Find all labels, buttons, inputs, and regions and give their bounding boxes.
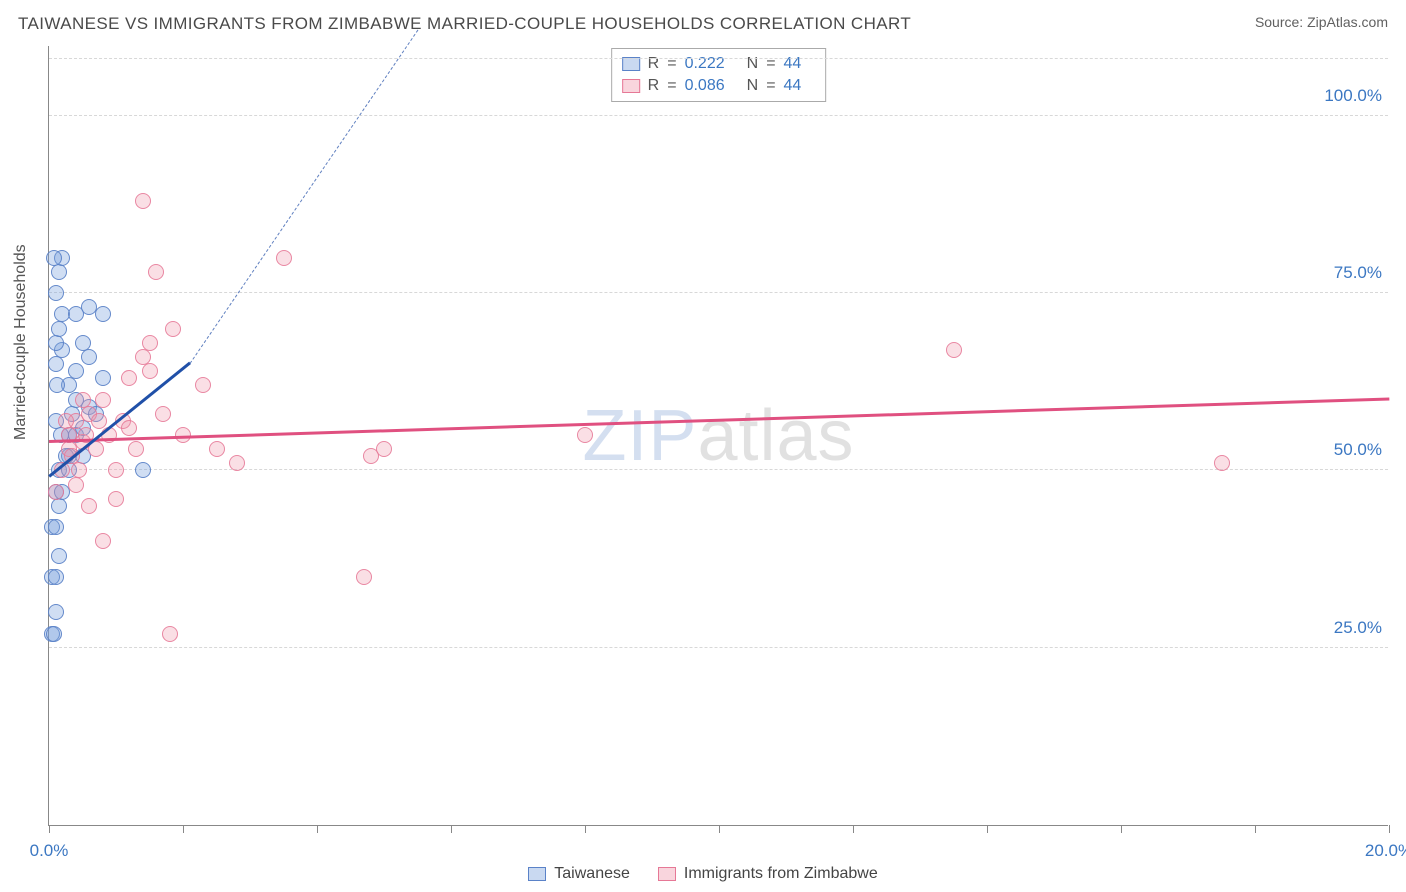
- x-tick: [451, 825, 452, 833]
- data-point: [121, 420, 137, 436]
- data-point: [135, 193, 151, 209]
- data-point: [128, 441, 144, 457]
- legend-row: R=0.222N=44: [622, 53, 816, 75]
- watermark: ZIPatlas: [582, 395, 854, 477]
- data-point: [142, 335, 158, 351]
- data-point: [48, 519, 64, 535]
- legend-swatch: [658, 867, 676, 881]
- data-point: [162, 626, 178, 642]
- x-tick: [719, 825, 720, 833]
- legend-swatch: [528, 867, 546, 881]
- y-tick-label: 75.0%: [1334, 263, 1382, 283]
- data-point: [51, 548, 67, 564]
- data-point: [58, 413, 74, 429]
- legend-label: Taiwanese: [554, 865, 630, 883]
- data-point: [155, 406, 171, 422]
- gridline: [49, 647, 1388, 648]
- data-point: [121, 370, 137, 386]
- y-tick-label: 25.0%: [1334, 618, 1382, 638]
- stat-r-value: 0.086: [685, 77, 725, 95]
- data-point: [81, 498, 97, 514]
- data-point: [108, 491, 124, 507]
- source-label: Source: ZipAtlas.com: [1255, 14, 1388, 30]
- data-point: [48, 604, 64, 620]
- y-tick-label: 50.0%: [1334, 440, 1382, 460]
- data-point: [48, 569, 64, 585]
- correlation-legend: R=0.222N=44R=0.086N=44: [611, 48, 827, 102]
- legend-swatch: [622, 79, 640, 93]
- y-tick-label: 100.0%: [1324, 86, 1382, 106]
- data-point: [51, 321, 67, 337]
- legend-label: Immigrants from Zimbabwe: [684, 865, 878, 883]
- data-point: [48, 335, 64, 351]
- data-point: [68, 363, 84, 379]
- data-point: [108, 462, 124, 478]
- page-title: TAIWANESE VS IMMIGRANTS FROM ZIMBABWE MA…: [18, 14, 911, 34]
- data-point: [229, 455, 245, 471]
- x-tick: [987, 825, 988, 833]
- x-tick: [183, 825, 184, 833]
- data-point: [51, 498, 67, 514]
- data-point: [577, 427, 593, 443]
- legend-item: Immigrants from Zimbabwe: [658, 865, 878, 883]
- data-point: [165, 321, 181, 337]
- gridline: [49, 292, 1388, 293]
- data-point: [68, 477, 84, 493]
- gridline: [49, 115, 1388, 116]
- scatter-chart: ZIPatlas R=0.222N=44R=0.086N=44 25.0%50.…: [48, 46, 1388, 826]
- data-point: [95, 370, 111, 386]
- data-point: [51, 264, 67, 280]
- data-point: [135, 462, 151, 478]
- data-point: [48, 484, 64, 500]
- series-legend: Taiwanese Immigrants from Zimbabwe: [0, 865, 1406, 886]
- data-point: [46, 250, 62, 266]
- data-point: [81, 349, 97, 365]
- trend-line: [49, 397, 1389, 442]
- stat-n-label: N: [747, 77, 759, 95]
- data-point: [75, 392, 91, 408]
- data-point: [95, 533, 111, 549]
- data-point: [71, 462, 87, 478]
- x-tick-label: 20.0%: [1365, 841, 1406, 861]
- legend-row: R=0.086N=44: [622, 75, 816, 97]
- data-point: [49, 377, 65, 393]
- x-tick: [317, 825, 318, 833]
- data-point: [376, 441, 392, 457]
- y-axis-label: Married-couple Households: [12, 244, 30, 440]
- data-point: [946, 342, 962, 358]
- data-point: [276, 250, 292, 266]
- x-tick: [49, 825, 50, 833]
- data-point: [1214, 455, 1230, 471]
- data-point: [46, 626, 62, 642]
- data-point: [356, 569, 372, 585]
- x-tick: [853, 825, 854, 833]
- x-tick-label: 0.0%: [30, 841, 69, 861]
- x-tick: [1121, 825, 1122, 833]
- x-tick: [585, 825, 586, 833]
- x-tick: [1389, 825, 1390, 833]
- data-point: [48, 356, 64, 372]
- data-point: [148, 264, 164, 280]
- legend-item: Taiwanese: [528, 865, 630, 883]
- data-point: [91, 413, 107, 429]
- gridline: [49, 58, 1388, 59]
- data-point: [95, 392, 111, 408]
- trend-line-extrapolated: [189, 30, 418, 364]
- stat-n-value: 44: [784, 77, 802, 95]
- data-point: [195, 377, 211, 393]
- stat-r-label: R: [648, 77, 660, 95]
- data-point: [95, 306, 111, 322]
- data-point: [209, 441, 225, 457]
- data-point: [142, 363, 158, 379]
- x-tick: [1255, 825, 1256, 833]
- gridline: [49, 469, 1388, 470]
- data-point: [48, 285, 64, 301]
